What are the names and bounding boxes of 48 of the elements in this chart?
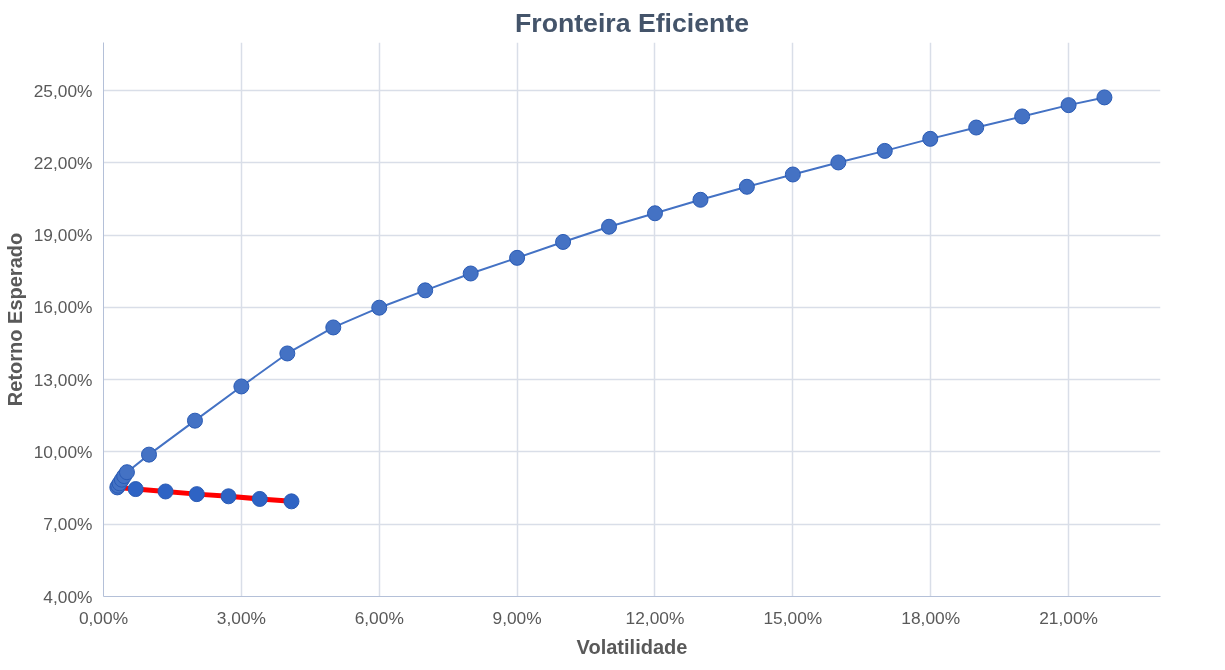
point — [784, 166, 801, 183]
x-tick-label: 15,00% — [763, 607, 823, 628]
y-tick-label: 25,00% — [33, 80, 93, 101]
point — [922, 130, 939, 147]
y-tick-label: 13,00% — [33, 369, 93, 390]
point — [601, 218, 618, 235]
point — [157, 483, 174, 500]
point — [876, 142, 893, 159]
point — [417, 282, 434, 299]
x-tick-label: 0,00% — [78, 607, 129, 628]
y-tick-label: 19,00% — [33, 225, 93, 246]
x-tick-label: 21,00% — [1039, 607, 1098, 628]
y-axis-title: Retorno Esperado — [3, 232, 26, 407]
point — [186, 412, 203, 429]
point — [325, 319, 342, 336]
point — [646, 205, 663, 222]
point — [462, 265, 479, 282]
point — [1014, 108, 1031, 125]
point — [141, 446, 157, 463]
point — [555, 233, 572, 250]
point — [830, 154, 847, 171]
y-tick-label: 16,00% — [33, 297, 93, 318]
point — [371, 299, 388, 316]
x-tick-label: 6,00% — [354, 607, 404, 628]
point — [1060, 97, 1077, 114]
point — [251, 490, 268, 507]
x-axis-title: Volatilidade — [576, 635, 688, 658]
y-tick-label: 10,00% — [33, 441, 93, 462]
point — [233, 378, 250, 395]
x-tick-label: 9,00% — [492, 607, 542, 628]
chart-title: Fronteira Eficiente — [514, 7, 750, 38]
x-tick-label: 12,00% — [625, 607, 685, 628]
x-tick-label: 3,00% — [216, 607, 266, 628]
y-tick-label: 4,00% — [43, 586, 93, 607]
point — [1096, 89, 1113, 106]
y-tick-label: 22,00% — [33, 152, 93, 173]
point — [738, 178, 755, 195]
point — [692, 191, 709, 208]
x-tick-label: 18,00% — [901, 607, 961, 628]
point — [188, 486, 205, 503]
point — [118, 464, 135, 481]
point — [279, 345, 296, 362]
point — [283, 493, 300, 510]
point — [220, 488, 237, 505]
point — [509, 249, 526, 266]
point — [127, 481, 144, 498]
point — [968, 119, 985, 136]
y-tick-label: 7,00% — [43, 514, 93, 535]
